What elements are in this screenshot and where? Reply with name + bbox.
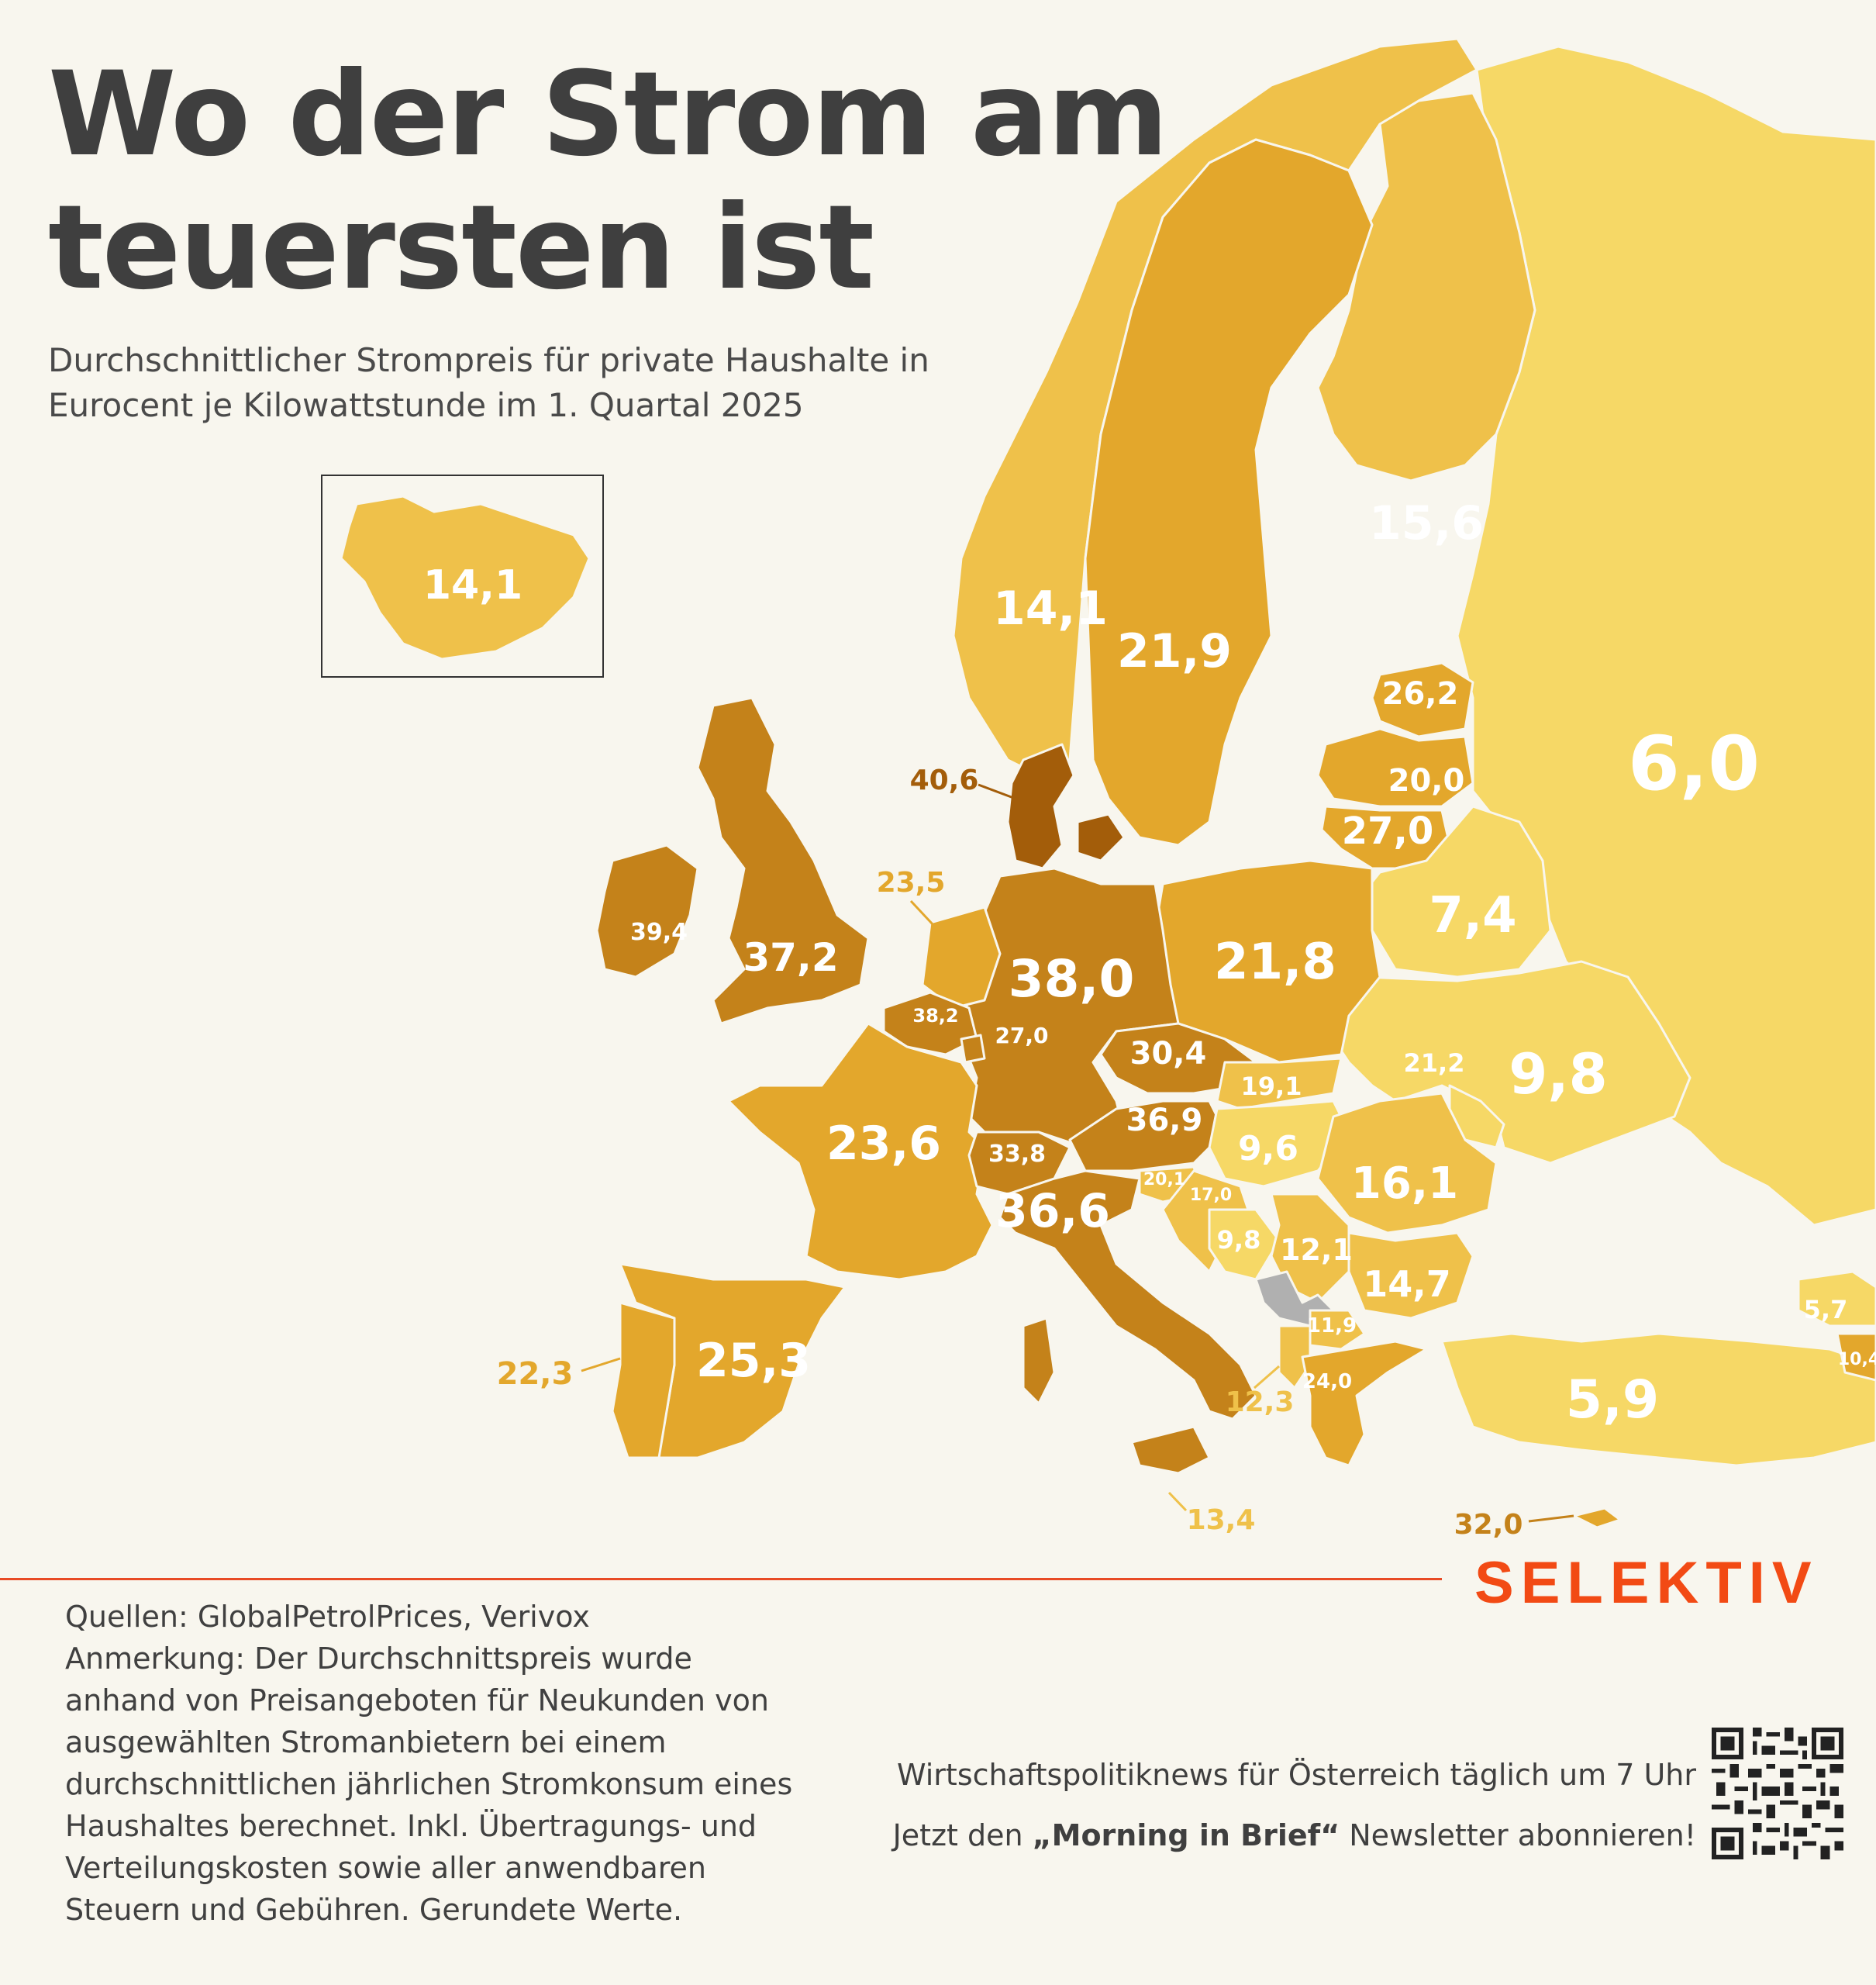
label-serbia: 12,1: [1280, 1233, 1353, 1267]
region-sicily: [1130, 1425, 1211, 1475]
label-uk: 37,2: [743, 935, 838, 980]
label-romania: 16,1: [1351, 1158, 1458, 1209]
label-slovenia: 20,1: [1143, 1170, 1185, 1189]
region-ukraine: [1332, 960, 1692, 1165]
label-czechia: 30,4: [1130, 1036, 1207, 1072]
label-switzerland: 33,8: [988, 1141, 1046, 1168]
label-norway: 14,1: [993, 582, 1108, 636]
leader-line-portugal: [581, 1357, 621, 1372]
region-albania: [1278, 1324, 1312, 1390]
region-turkey: [1440, 1332, 1876, 1467]
label-finland: 15,6: [1369, 496, 1484, 551]
label-turkey: 5,9: [1566, 1369, 1659, 1431]
promo-line-2: Jetzt den „Morning in Brief“ Newsletter …: [766, 1805, 1696, 1866]
iceland-inset-frame: [321, 475, 604, 678]
region-greece: [1301, 1340, 1428, 1467]
label-belarus: 7,4: [1429, 887, 1516, 944]
label-greece: 24,0: [1302, 1370, 1352, 1393]
label-italy: 36,6: [995, 1184, 1110, 1238]
region-cyprus: [1572, 1507, 1622, 1529]
label-georgia: 5,7: [1804, 1295, 1848, 1324]
region-czechia: [1099, 1022, 1257, 1095]
region-finland: [1316, 91, 1536, 482]
region-armenia: [1836, 1332, 1876, 1382]
region-luxembourg: [960, 1034, 986, 1064]
label-luxembourg: 27,0: [995, 1023, 1048, 1048]
region-uk: [696, 696, 870, 1025]
label-armenia: 10,4: [1838, 1350, 1876, 1369]
leader-line-cyprus: [1528, 1514, 1574, 1523]
footer-divider: [0, 1578, 1442, 1580]
region-latvia: [1316, 727, 1474, 808]
region-bulgaria: [1347, 1231, 1474, 1320]
label-austria: 36,9: [1126, 1103, 1203, 1138]
region-georgia: [1797, 1270, 1876, 1327]
newsletter-name: „Morning in Brief“: [1032, 1818, 1340, 1852]
region-iceland: [340, 495, 591, 661]
label-poland: 21,8: [1214, 934, 1336, 991]
label-russia: 6,0: [1628, 720, 1760, 807]
label-malta: 13,4: [1187, 1504, 1256, 1536]
region-netherlands: [921, 906, 1002, 1010]
europe-map: 14,1 14,1 21,9 15,6 6,0 26,2 20,0 27,0 7…: [321, 37, 1876, 1541]
region-hungary: [1208, 1100, 1350, 1188]
brand-logo: SELEKTIV: [1474, 1550, 1819, 1616]
label-croatia: 17,0: [1190, 1186, 1232, 1205]
label-france: 23,6: [826, 1117, 941, 1171]
region-estonia: [1371, 661, 1474, 738]
label-bosnia: 9,8: [1217, 1225, 1261, 1255]
region-romania: [1316, 1092, 1498, 1234]
label-albania: 12,3: [1226, 1386, 1295, 1418]
qr-code-icon[interactable]: [1712, 1728, 1843, 1859]
label-cyprus: 32,0: [1454, 1509, 1523, 1541]
label-ireland: 39,4: [630, 919, 688, 946]
label-latvia: 20,0: [1388, 763, 1465, 799]
region-portugal: [611, 1301, 676, 1459]
label-spain: 25,3: [696, 1334, 811, 1388]
region-sardinia: [1022, 1317, 1056, 1405]
label-belgium: 38,2: [912, 1005, 958, 1027]
label-bulgaria: 14,7: [1363, 1263, 1451, 1305]
region-ireland: [595, 844, 699, 979]
label-denmark: 40,6: [910, 765, 979, 796]
sources-text: Quellen: GlobalPetrolPrices, Verivox: [65, 1600, 590, 1634]
source-notes: Quellen: GlobalPetrolPrices, Verivox Anm…: [65, 1596, 809, 1931]
remark-text: Anmerkung: Der Durchschnittspreis wurde …: [65, 1642, 793, 1927]
page-title: Wo der Strom am teuersten ist: [48, 47, 1169, 316]
region-france: [727, 1022, 994, 1281]
label-netherlands: 23,5: [877, 867, 946, 899]
label-iceland: 14,1: [423, 562, 522, 609]
label-estonia: 26,2: [1382, 676, 1459, 712]
promo-line-2-prefix: Jetzt den: [892, 1818, 1033, 1852]
label-hungary: 9,6: [1238, 1129, 1298, 1169]
label-slovakia: 19,1: [1241, 1072, 1302, 1101]
region-denmark-islands: [1076, 813, 1126, 862]
page-subtitle: Durchschnittlicher Strompreis für privat…: [48, 341, 929, 424]
leader-line-albania: [1254, 1365, 1280, 1390]
label-portugal: 22,3: [497, 1356, 574, 1392]
label-lithuania: 27,0: [1342, 810, 1433, 853]
label-north-macedonia: 11,9: [1307, 1314, 1357, 1338]
leader-line-malta: [1167, 1491, 1188, 1512]
leader-line-denmark: [978, 783, 1016, 800]
promo-line-1: Wirtschaftspolitiknews für Österreich tä…: [897, 1758, 1696, 1792]
promo-line-2-suffix: Newsletter abonnieren!: [1340, 1818, 1696, 1852]
label-sweden: 21,9: [1117, 624, 1232, 678]
region-sweden: [1084, 138, 1374, 847]
label-moldova: 21,2: [1404, 1048, 1465, 1078]
label-ukraine: 9,8: [1509, 1041, 1608, 1106]
label-germany: 38,0: [1009, 949, 1135, 1009]
region-slovakia: [1216, 1057, 1343, 1110]
leader-line-netherlands: [909, 899, 946, 938]
newsletter-promo[interactable]: Wirtschaftspolitiknews für Österreich tä…: [766, 1745, 1696, 1866]
region-italy: [998, 1169, 1257, 1421]
region-denmark: [1006, 743, 1075, 870]
